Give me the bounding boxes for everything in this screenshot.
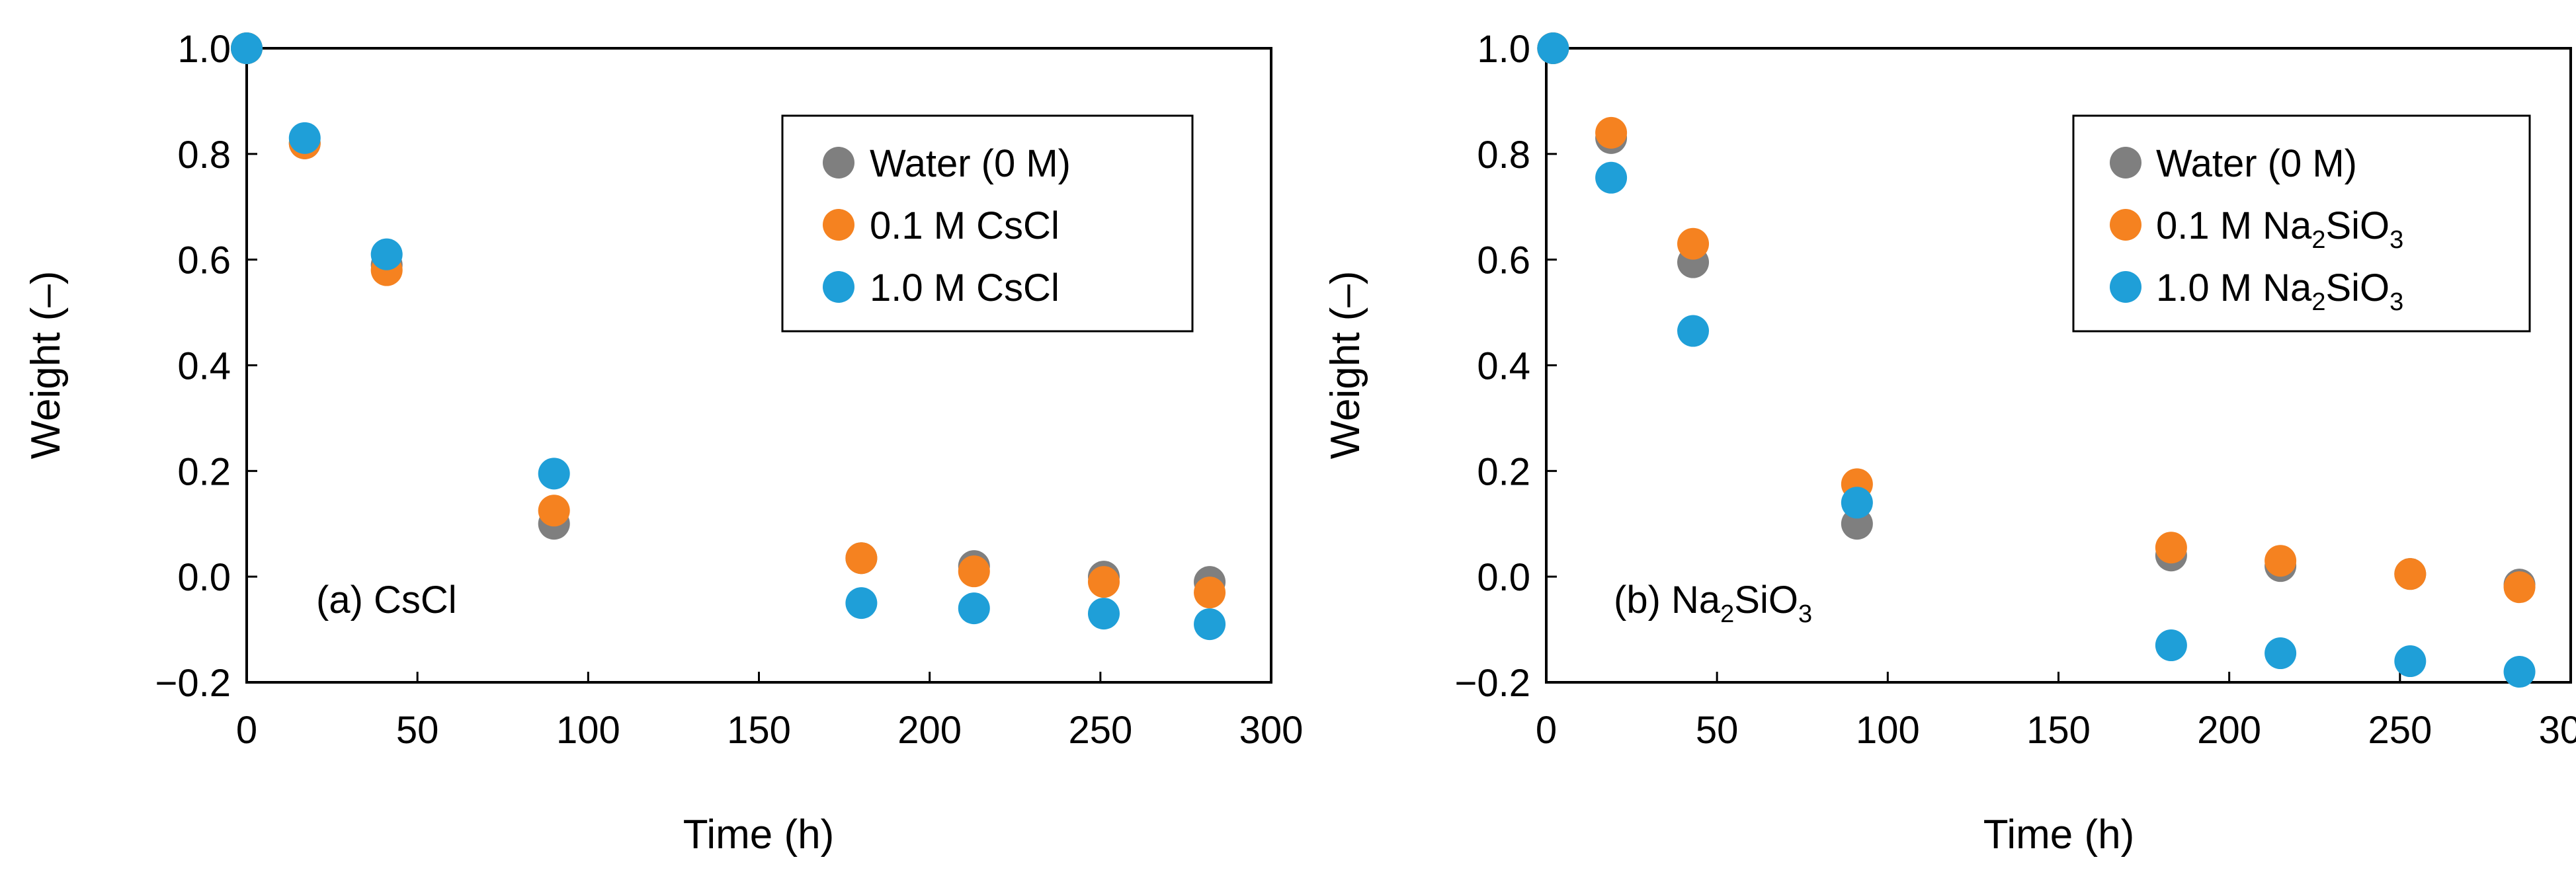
panel-b-x-tick-label: 150 xyxy=(2026,709,2091,752)
panel-a-y-tick-label: 1.0 xyxy=(177,28,231,71)
panel-b-legend-0.1M-prefix: 0.1 M Na xyxy=(2156,204,2312,247)
panel-a-legend: Water (0 M) 0.1 M CsCl 1.0 M CsCl xyxy=(781,114,1194,333)
panel-a-y-tick-label: 0.6 xyxy=(177,239,231,282)
panel-b-point-series2 xyxy=(1595,161,1628,194)
panel-b-y-tick-label: 0.2 xyxy=(1477,450,1530,493)
panel-b-x-axis-label: Time (h) xyxy=(1983,812,2134,858)
panel-b-point-series1 xyxy=(2503,571,2536,604)
panel-b-x-tick-label: 100 xyxy=(1856,709,1920,752)
panel-b-legend-1.0M-sub2: 3 xyxy=(2389,288,2403,316)
panel-b-y-tick-label: 1.0 xyxy=(1477,28,1530,71)
panel-b-point-series2 xyxy=(2394,645,2427,678)
panel-b-data-points xyxy=(1537,32,2536,688)
panel-b-annotation-sub2: 3 xyxy=(1798,600,1812,628)
panel-a-point-series1 xyxy=(538,495,570,527)
panel-b-legend-label-0.1M: 0.1 M Na2SiO3 xyxy=(2156,204,2403,254)
panel-a-point-series2 xyxy=(845,587,878,620)
panel-b-legend-0.1M-mid: SiO xyxy=(2325,204,2389,247)
panel-b-legend-marker-1.0M xyxy=(2110,271,2141,303)
panel-b-y-axis-label: Weight (–) xyxy=(1323,271,1368,460)
panel-a-x-tick-label: 250 xyxy=(1068,709,1132,752)
panel-a-x-axis-label: Time (h) xyxy=(683,812,834,858)
panel-a-point-series2 xyxy=(1194,608,1226,641)
panel-b-x-tick-label: 250 xyxy=(2368,709,2432,752)
panel-a-legend-marker-1.0M xyxy=(823,271,854,303)
panel-a-point-series2 xyxy=(538,458,570,490)
panel-a-point-series2 xyxy=(958,592,990,625)
panel-a-x-tick-label: 150 xyxy=(727,709,791,752)
panel-b-x-ticks: 0 50 100 150 200 250 300 xyxy=(1536,672,2576,752)
panel-a-data-points xyxy=(231,32,1226,641)
panel-a-point-series2 xyxy=(1087,598,1120,630)
panel-a-point-series2 xyxy=(288,122,321,154)
panel-b-point-series1 xyxy=(2155,532,2187,564)
panel-b-y-tick-label: 0.6 xyxy=(1477,239,1530,282)
panel-a-x-tick-label: 200 xyxy=(897,709,962,752)
panel-a-y-tick-label: 0.0 xyxy=(177,556,231,599)
panel-a-annotation: (a) CsCl xyxy=(316,579,457,621)
panel-a-point-series1 xyxy=(1194,577,1226,609)
panel-a: 1.0 0.8 0.6 0.4 0.2 0.0 −0.2 0 50 100 150 200 250 30… xyxy=(23,28,1303,858)
panel-b-y-tick-label: 0.0 xyxy=(1477,556,1530,599)
panel-b-legend-1.0M-mid: SiO xyxy=(2325,266,2389,309)
panel-b-legend-marker-water xyxy=(2110,147,2141,179)
panel-a-point-series1 xyxy=(958,555,990,588)
panel-b-point-series2 xyxy=(2155,629,2187,662)
panel-b: 1.00.80.60.40.20.0−0.2 0 50 100 150 200 250 30… xyxy=(1323,28,2576,858)
panel-b-point-series2 xyxy=(1677,315,1710,347)
panel-b-annotation-mid: SiO xyxy=(1734,579,1798,621)
panel-a-y-tick-label: 0.2 xyxy=(177,450,231,493)
panel-b-legend-0.1M-sub1: 2 xyxy=(2311,226,2325,254)
panel-a-point-series1 xyxy=(845,542,878,575)
panel-a-x-ticks: 0 50 100 150 200 250 300 xyxy=(236,672,1304,752)
panel-a-legend-marker-0.1M xyxy=(823,209,854,241)
panel-a-legend-label-water: Water (0 M) xyxy=(870,142,1071,185)
panel-a-y-tick-label: 0.4 xyxy=(177,345,231,388)
panel-a-y-tick-label: −0.2 xyxy=(155,662,231,705)
panel-b-y-tick-label: 0.4 xyxy=(1477,345,1530,388)
panel-b-legend-0.1M-sub2: 3 xyxy=(2389,226,2403,254)
panel-a-y-axis-label: Weight (–) xyxy=(23,271,69,460)
panel-b-y-ticks: 1.0 0.8 0.6 0.4 0.2 0.0 −0.2 xyxy=(1455,28,1557,705)
panel-a-legend-label-1.0M: 1.0 M CsCl xyxy=(870,266,1059,309)
panel-a-y-ticks: 1.0 0.8 0.6 0.4 0.2 0.0 −0.2 xyxy=(155,28,257,705)
panel-b-x-tick-label: 300 xyxy=(2539,709,2576,752)
panel-b-y-tick-label: −0.2 xyxy=(1455,662,1531,705)
panel-b-point-series2 xyxy=(1537,32,1569,64)
panel-a-point-series1 xyxy=(1087,566,1120,598)
panel-a-x-tick-label: 300 xyxy=(1239,709,1304,752)
panel-a-x-tick-label: 50 xyxy=(396,709,439,752)
panel-b-point-series1 xyxy=(2394,558,2427,590)
panel-b-x-tick-label: 200 xyxy=(2197,709,2261,752)
panel-a-legend-marker-water xyxy=(823,147,854,179)
panel-b-x-tick-label: 0 xyxy=(1536,709,1557,752)
panel-b-point-series1 xyxy=(1677,227,1710,260)
panel-b-x-tick-label: 50 xyxy=(1696,709,1739,752)
panel-b-legend-label-water: Water (0 M) xyxy=(2156,142,2357,185)
panel-b-legend-marker-0.1M xyxy=(2110,209,2141,241)
panel-b-y-tick-label: 0.8 xyxy=(1477,134,1530,177)
panel-b-point-series2 xyxy=(2264,637,2297,670)
panel-b-legend-1.0M-prefix: 1.0 M Na xyxy=(2156,266,2312,309)
panel-a-point-series2 xyxy=(370,238,403,270)
panel-b-point-series1 xyxy=(1595,116,1628,149)
panel-a-y-tick-label: 0.8 xyxy=(177,134,231,177)
panel-b-legend-1.0M-sub1: 2 xyxy=(2311,288,2325,316)
panel-b-annotation-sub1: 2 xyxy=(1720,600,1734,628)
panel-b-point-series1 xyxy=(2264,545,2297,577)
panel-a-x-tick-label: 100 xyxy=(556,709,620,752)
panel-a-point-series2 xyxy=(231,32,263,64)
panel-b-annotation-text: (b) Na xyxy=(1614,579,1721,621)
panel-a-x-tick-label: 0 xyxy=(236,709,257,752)
panel-b-legend-box xyxy=(2072,114,2531,333)
panel-b-legend-label-1.0M: 1.0 M Na2SiO3 xyxy=(2156,266,2403,316)
panel-b-annotation: (b) Na2SiO3 xyxy=(1614,579,1812,628)
panel-b-point-series2 xyxy=(2503,656,2536,688)
panel-b-point-series2 xyxy=(1841,487,1873,519)
panel-a-legend-label-0.1M: 0.1 M CsCl xyxy=(870,204,1059,247)
panel-b-legend: Water (0 M) 0.1 M Na2SiO3 1.0 M Na2SiO3 xyxy=(2072,114,2531,333)
